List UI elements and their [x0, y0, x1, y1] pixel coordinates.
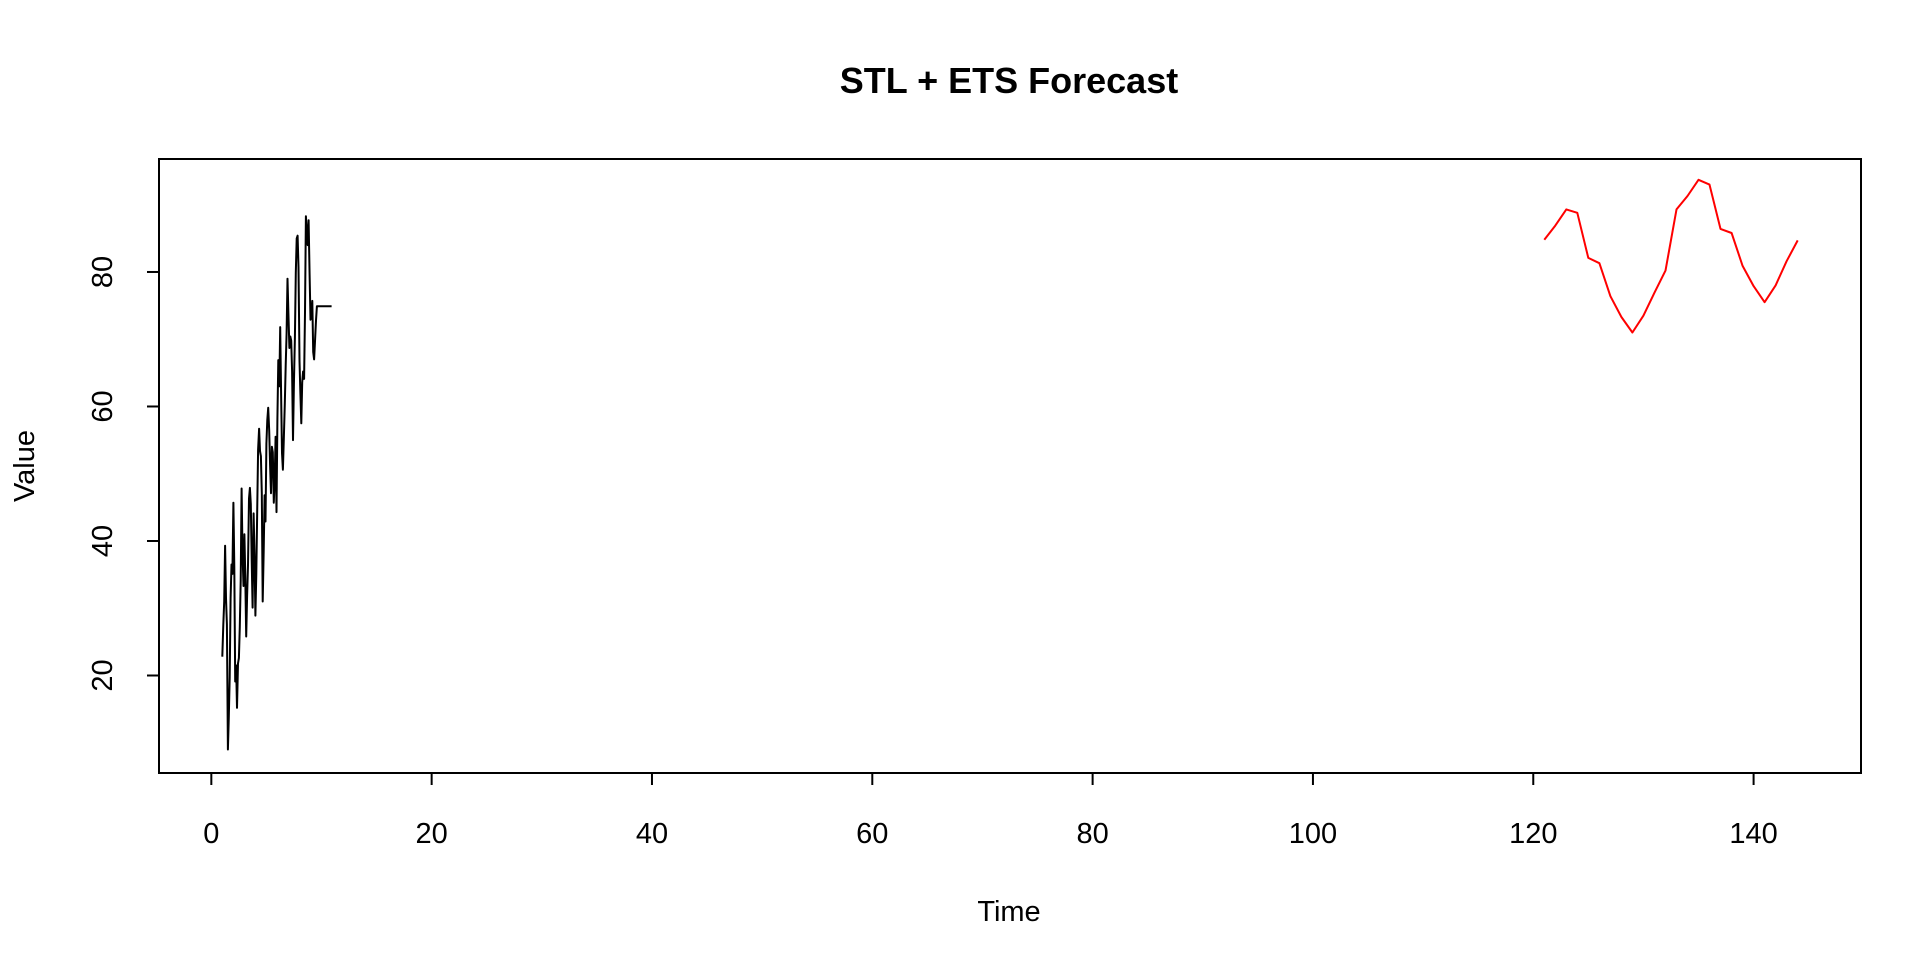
y-axis: 20 40 60 80 [87, 256, 160, 692]
y-tick-label: 60 [87, 390, 119, 422]
series-layer [221, 178, 1799, 751]
x-axis: 0 20 40 60 80 100 120 140 [203, 772, 1778, 850]
x-tick-label: 0 [203, 818, 219, 850]
x-tick-label: 120 [1509, 818, 1557, 850]
x-tick-label: 40 [636, 818, 668, 850]
x-axis-label: Time [977, 896, 1040, 928]
series-observed-line [221, 215, 332, 751]
y-tick-label: 80 [87, 256, 119, 288]
x-tick-label: 20 [416, 818, 448, 850]
series-forecast-line [1543, 178, 1799, 334]
y-tick-label: 40 [87, 525, 119, 557]
y-axis-label: Value [9, 430, 41, 502]
x-tick-label: 60 [856, 818, 888, 850]
x-tick-label: 80 [1076, 818, 1108, 850]
x-tick-label: 140 [1729, 818, 1777, 850]
x-tick-label: 100 [1289, 818, 1337, 850]
chart-title: STL + ETS Forecast [840, 60, 1178, 101]
y-tick-label: 20 [87, 659, 119, 691]
